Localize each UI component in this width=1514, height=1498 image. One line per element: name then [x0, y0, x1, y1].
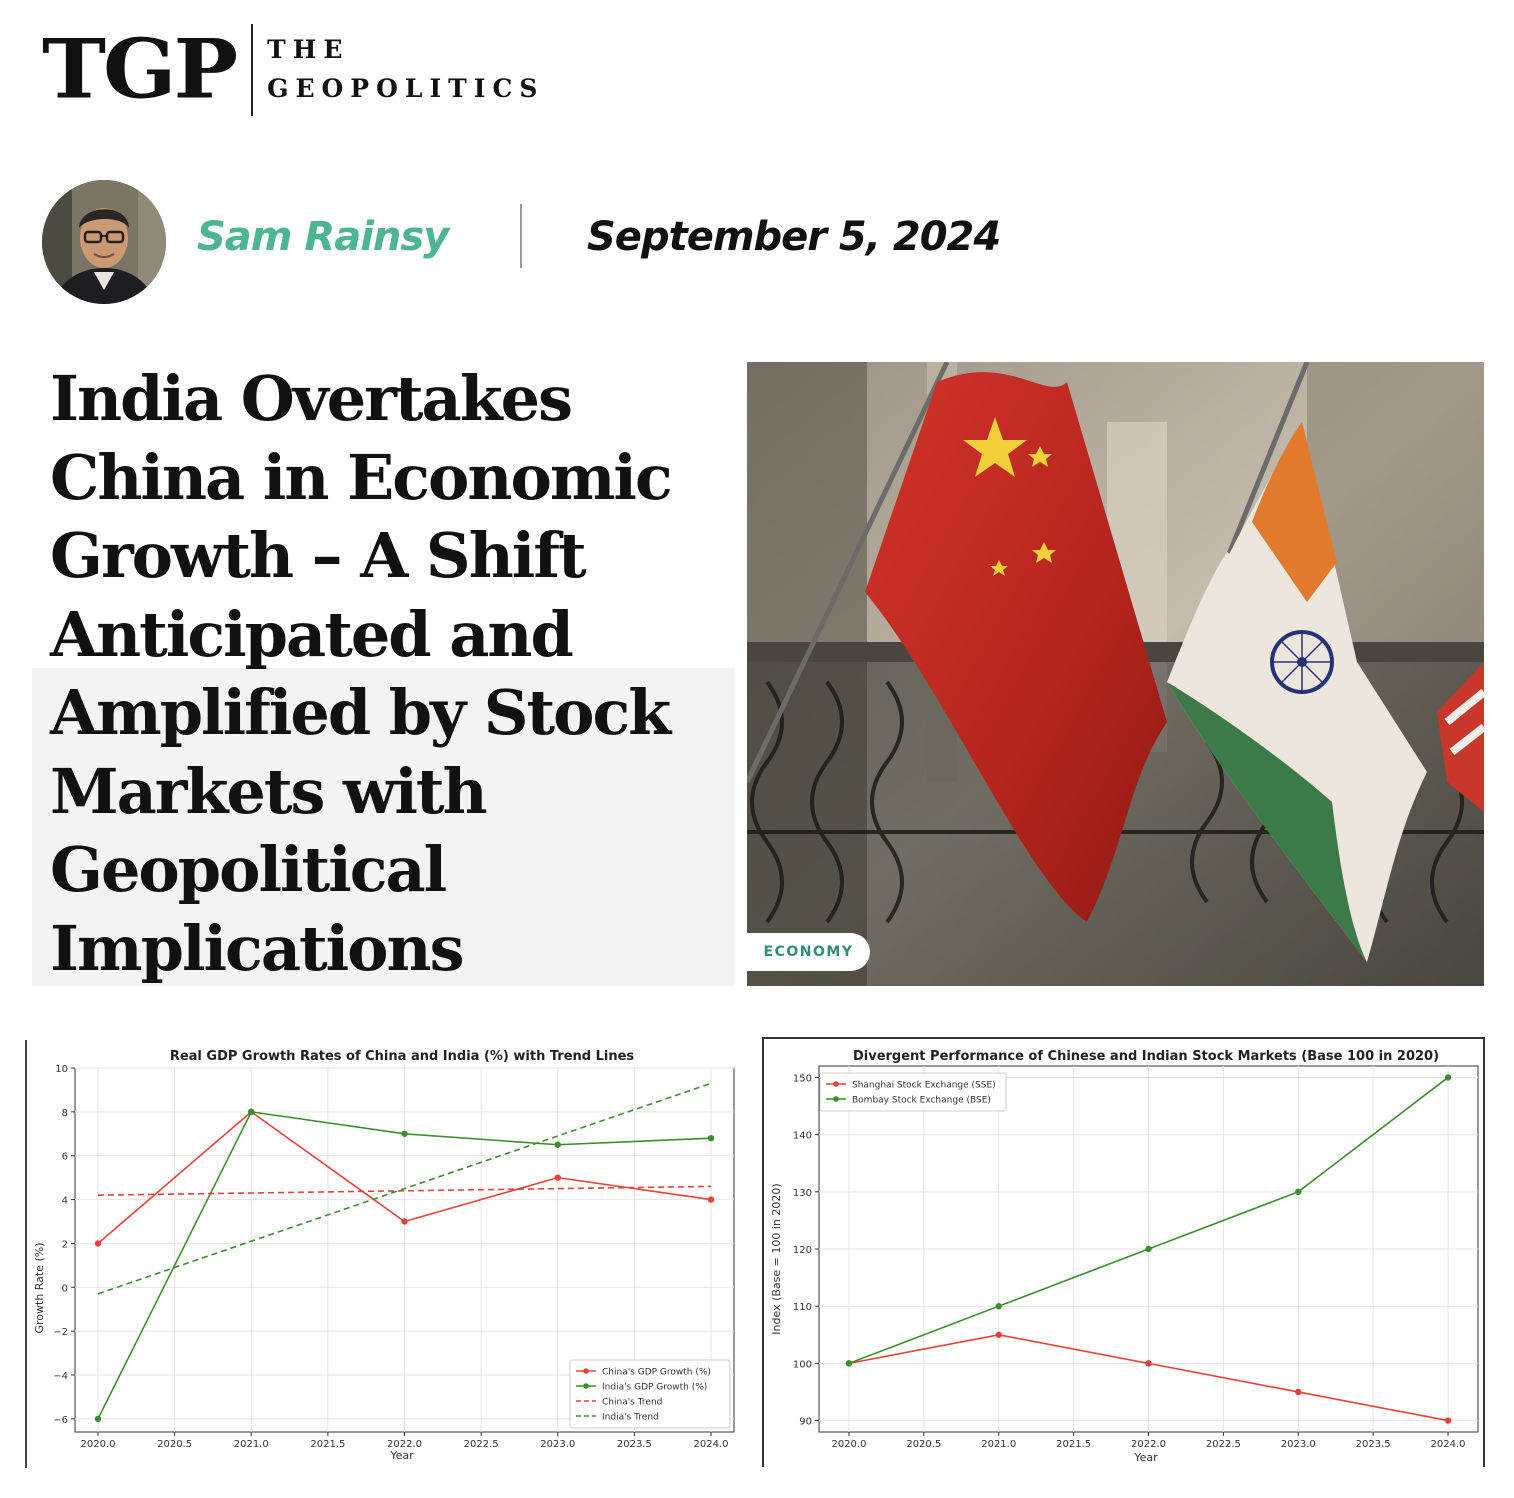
data-point-1-2 — [1145, 1245, 1152, 1253]
y-tick-label: 10 — [55, 1064, 68, 1075]
data-point-0-4 — [1444, 1417, 1452, 1424]
legend-label: China's GDP Growth (%) — [602, 1368, 711, 1378]
y-tick-label: 100 — [793, 1359, 812, 1370]
china-india-flags-photo-icon — [747, 362, 1484, 986]
y-tick-label: 90 — [799, 1417, 812, 1428]
legend-label: China's Trend — [602, 1398, 662, 1408]
gdp-growth-chart-svg: Real GDP Growth Rates of China and India… — [33, 1049, 735, 1462]
plot-area: 2020.0 2020.5 2021.0 2021.5 2022.0 2022.5 2023… — [793, 1065, 1479, 1450]
y-tick-label: −4 — [53, 1371, 68, 1382]
y-tick-label: 130 — [793, 1188, 812, 1199]
data-point-0-2 — [401, 1218, 408, 1225]
x-tick-label: 2022.5 — [464, 1439, 499, 1450]
x-tick-label: 2022.0 — [387, 1439, 422, 1450]
data-point-1-2 — [401, 1130, 408, 1137]
logo-mark: TGP — [42, 21, 238, 118]
y-tick-label: 150 — [793, 1073, 812, 1084]
gdp-growth-chart: Real GDP Growth Rates of China and India… — [25, 1040, 740, 1468]
x-tick-label: 2022.5 — [1206, 1439, 1241, 1450]
x-tick-label: 2023.0 — [1281, 1439, 1316, 1450]
y-tick-label: 0 — [62, 1283, 68, 1294]
legend-label: Shanghai Stock Exchange (SSE) — [852, 1081, 996, 1091]
chart-title: Real GDP Growth Rates of China and India… — [170, 1049, 635, 1064]
byline-divider — [520, 204, 522, 268]
y-tick-label: −2 — [53, 1327, 68, 1338]
plot-area: 2020.0 2020.5 2021.0 2021.5 2022.0 2022.5 2023… — [53, 1064, 735, 1450]
chart-ylabel: Growth Rate (%) — [33, 1242, 46, 1333]
site-logo[interactable]: TGP THE GEOPOLITICS — [42, 22, 544, 118]
x-tick-label: 2022.0 — [1131, 1439, 1166, 1450]
logo-divider — [251, 24, 254, 116]
x-tick-label: 2020.5 — [906, 1439, 941, 1450]
chart-legend: China's GDP Growth (%) India's GDP Growth… — [569, 1359, 731, 1429]
x-tick-label: 2023.5 — [1356, 1439, 1391, 1450]
legend-box — [819, 1072, 1007, 1112]
legend-marker — [833, 1096, 839, 1102]
byline: Sam Rainsy September 5, 2024 — [42, 180, 1042, 304]
article-headline[interactable]: India Overtakes China in Economic Growth… — [50, 362, 673, 985]
avatar[interactable] — [42, 180, 166, 304]
chart-xlabel: Year — [1133, 1451, 1158, 1464]
logo-line-1: THE — [267, 35, 350, 65]
data-point-1-3 — [554, 1141, 561, 1148]
data-point-1-4 — [707, 1134, 715, 1142]
publish-date: September 5, 2024 — [587, 214, 1001, 260]
legend-marker — [583, 1368, 589, 1374]
y-tick-label: 2 — [62, 1239, 68, 1250]
legend-label: India's GDP Growth (%) — [602, 1383, 707, 1393]
x-tick-label: 2023.0 — [540, 1439, 575, 1450]
data-point-0-3 — [554, 1174, 561, 1181]
legend-marker — [583, 1383, 589, 1389]
stock-market-chart: Divergent Performance of Chinese and Ind… — [762, 1037, 1485, 1467]
series-line-3 — [97, 1082, 712, 1295]
hero-image[interactable] — [747, 362, 1484, 986]
data-point-1-1 — [995, 1302, 1002, 1310]
legend-marker — [833, 1081, 839, 1087]
x-tick-label: 2021.5 — [310, 1439, 345, 1450]
data-point-0-2 — [1145, 1360, 1152, 1367]
legend-label: India's Trend — [602, 1413, 659, 1423]
x-tick-label: 2021.0 — [234, 1439, 269, 1450]
data-point-1-4 — [1444, 1074, 1452, 1081]
series-line-2 — [97, 1185, 712, 1196]
data-point-0-4 — [707, 1196, 715, 1203]
data-point-0-3 — [1295, 1388, 1302, 1396]
y-tick-label: 140 — [793, 1131, 812, 1142]
author-portrait-icon — [42, 180, 166, 304]
x-tick-label: 2021.0 — [981, 1439, 1016, 1450]
chart-ylabel: Index (Base = 100 in 2020) — [770, 1183, 783, 1334]
data-point-0-0 — [94, 1240, 102, 1247]
chart-legend: Shanghai Stock Exchange (SSE) Bombay Stoc… — [819, 1072, 1007, 1112]
y-tick-label: 4 — [62, 1196, 68, 1207]
y-tick-label: 110 — [793, 1302, 812, 1313]
x-tick-label: 2021.5 — [1056, 1439, 1091, 1450]
y-tick-label: 120 — [793, 1245, 812, 1256]
data-point-1-0 — [845, 1360, 853, 1367]
headline-highlight — [32, 668, 734, 986]
x-tick-label: 2024.0 — [1431, 1439, 1466, 1450]
data-point-0-1 — [995, 1331, 1002, 1338]
author-name[interactable]: Sam Rainsy — [197, 214, 449, 260]
chart-xlabel: Year — [389, 1449, 414, 1462]
y-tick-label: 6 — [62, 1152, 68, 1163]
x-tick-label: 2020.0 — [831, 1439, 866, 1450]
data-point-1-3 — [1295, 1188, 1302, 1196]
x-tick-label: 2023.5 — [617, 1439, 652, 1450]
chart-title: Divergent Performance of Chinese and Ind… — [853, 1049, 1439, 1064]
y-tick-label: 8 — [62, 1108, 68, 1119]
stock-market-chart-svg: Divergent Performance of Chinese and Ind… — [770, 1049, 1479, 1464]
x-tick-label: 2020.0 — [80, 1439, 115, 1450]
logo-line-2: GEOPOLITICS — [267, 74, 545, 103]
data-point-1-0 — [94, 1415, 102, 1423]
legend-box — [569, 1359, 731, 1429]
category-tag[interactable]: ECONOMY — [747, 933, 870, 971]
data-point-1-1 — [248, 1108, 255, 1116]
y-tick-label: −6 — [53, 1415, 68, 1426]
logo-wordmark: THE GEOPOLITICS — [267, 31, 544, 109]
x-tick-label: 2024.0 — [694, 1439, 729, 1450]
legend-label: Bombay Stock Exchange (BSE) — [852, 1096, 991, 1106]
x-tick-label: 2020.5 — [157, 1439, 192, 1450]
